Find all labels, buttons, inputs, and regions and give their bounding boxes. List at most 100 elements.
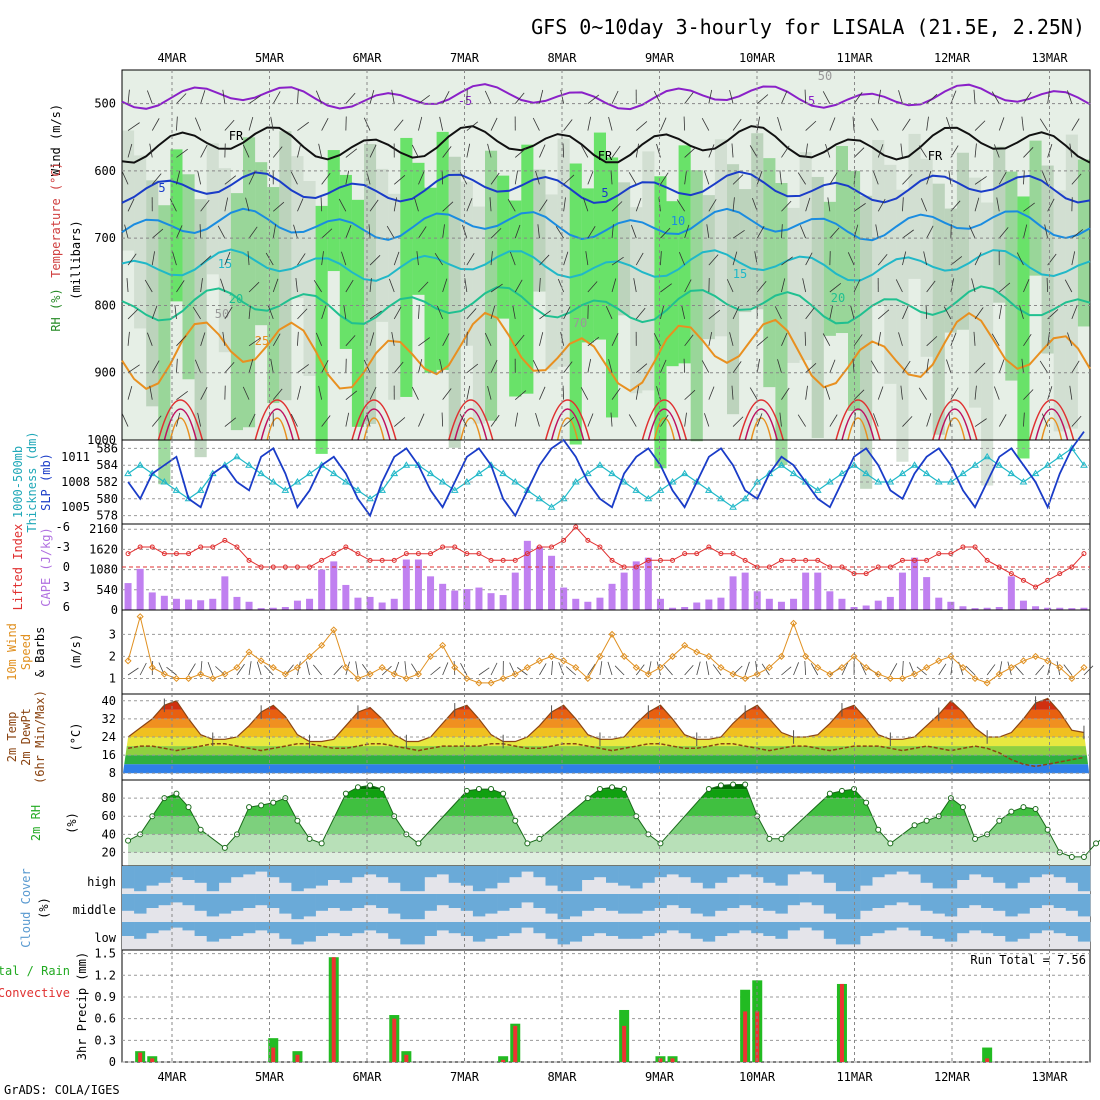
cloud-cell xyxy=(557,894,570,920)
wind10m-barb xyxy=(551,661,553,676)
cape-bar xyxy=(1007,576,1015,610)
wind-barb xyxy=(973,89,976,104)
cloud-cell xyxy=(1041,866,1054,875)
contour-label: FR xyxy=(229,129,244,143)
wind-speed-point xyxy=(886,674,894,683)
rh-point xyxy=(609,784,616,791)
wind10m-barb xyxy=(127,667,139,676)
cloud-cell xyxy=(642,866,655,883)
cape-bar xyxy=(402,559,410,610)
cape-bar xyxy=(160,595,168,610)
wind-speed-point xyxy=(584,674,592,683)
cloud-cell xyxy=(218,894,232,914)
wind10m-barb xyxy=(614,665,625,676)
wind-speed-point xyxy=(439,641,447,649)
wind10m-barb xyxy=(490,662,498,676)
wind-barb xyxy=(272,91,281,104)
cloud-cell xyxy=(243,866,256,875)
wind-barb xyxy=(272,201,285,212)
wind-barb xyxy=(127,198,135,212)
cloud-cell xyxy=(243,922,256,934)
wind-barb xyxy=(418,95,430,104)
rh-shade-cell xyxy=(727,164,740,415)
cloud-cell xyxy=(702,894,716,917)
wind-barb xyxy=(683,358,686,373)
wind-speed-point xyxy=(741,674,749,683)
wind-barb xyxy=(563,416,575,427)
wind-barb xyxy=(926,413,932,427)
cloud-cell xyxy=(630,894,643,914)
wind-barb xyxy=(127,386,133,400)
wind-barb xyxy=(1047,386,1053,400)
cloud-cell xyxy=(194,894,207,911)
wind10m-ylabel-a: 10m Wind xyxy=(5,623,19,681)
wind-speed-point xyxy=(971,674,979,683)
isotherm-line xyxy=(121,83,1091,111)
thickness-point xyxy=(220,461,229,468)
wind-barb xyxy=(343,305,347,319)
wind-barb xyxy=(684,412,687,427)
wind-speed-point xyxy=(850,652,858,660)
cloud-cell xyxy=(339,866,353,883)
rh-point xyxy=(258,802,265,809)
cape-bar xyxy=(814,572,822,610)
cloud-cell xyxy=(291,922,304,945)
wind-barb xyxy=(466,363,479,374)
wind-barb xyxy=(729,89,734,104)
wind-barb xyxy=(290,413,298,427)
cloud-cell xyxy=(944,866,958,889)
li-point xyxy=(718,551,724,557)
wind-barb xyxy=(877,254,888,266)
pressure-tick: 600 xyxy=(94,164,116,178)
thickness-point xyxy=(1031,469,1040,477)
wind-barb xyxy=(870,118,879,131)
wind10m-barb xyxy=(248,661,252,676)
cloud-cell xyxy=(1077,894,1091,917)
cloud-cell xyxy=(412,922,425,945)
wind-barb xyxy=(297,385,302,400)
precip-ylabel-a: Total / Rain xyxy=(0,964,70,978)
cloud-cell xyxy=(448,922,462,934)
wind-barb xyxy=(144,279,153,293)
thickness-point xyxy=(124,469,132,477)
li-point xyxy=(936,551,942,557)
thickness-point xyxy=(1055,452,1064,460)
li-point xyxy=(803,557,809,563)
wind-barb xyxy=(562,143,565,158)
li-point xyxy=(428,551,434,557)
top-date-label: 10MAR xyxy=(739,51,776,65)
wind-barb xyxy=(708,199,717,212)
wind-barb xyxy=(172,251,177,266)
rh-point xyxy=(717,782,724,789)
thickness-point xyxy=(293,478,302,485)
wind-barb xyxy=(829,172,838,185)
cloud-cell xyxy=(255,866,268,872)
cape-bar xyxy=(1044,607,1052,610)
wind-barb xyxy=(900,385,903,400)
li-point xyxy=(379,557,385,563)
slp-tick: 1008 xyxy=(61,475,90,489)
wind10m-barb xyxy=(890,663,898,676)
cloud-cell xyxy=(1029,922,1042,934)
wind-barb xyxy=(126,278,129,293)
thickness-point xyxy=(898,469,907,477)
wind-barb xyxy=(926,225,934,239)
wind-barb xyxy=(313,279,322,293)
wind-barb xyxy=(341,251,347,266)
wind-barb xyxy=(681,305,686,319)
rh-point xyxy=(488,786,495,793)
cape-bar xyxy=(874,600,882,610)
wind-speed-point xyxy=(378,663,386,672)
cloud-cell xyxy=(267,894,280,908)
wind-barb xyxy=(732,174,744,185)
li-point xyxy=(1033,584,1039,590)
wind-barb xyxy=(998,171,1007,185)
thickness-point xyxy=(874,478,883,485)
surface-heat-contour xyxy=(744,408,778,441)
upper-air-layer: -5-5FRFRFR551015152020255050705006007008… xyxy=(87,69,1091,489)
li-point xyxy=(222,537,228,543)
wind10m-barb xyxy=(509,662,516,676)
li-point xyxy=(996,564,1002,570)
li-point xyxy=(161,551,167,557)
slp-tick: 1005 xyxy=(61,500,90,514)
